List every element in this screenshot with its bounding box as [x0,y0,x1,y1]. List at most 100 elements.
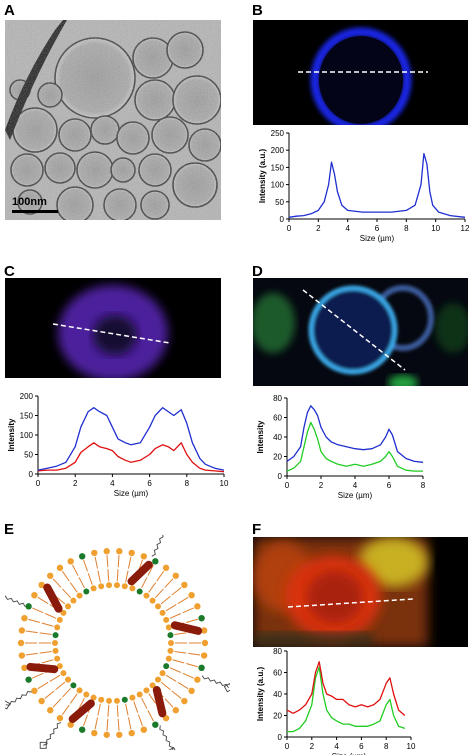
lipid-tail [117,718,120,731]
lipid-tail [169,613,182,619]
x-tick-label: 10 [431,224,440,233]
y-tick-label: 100 [20,431,34,440]
y-tick-label: 80 [273,647,282,656]
x-tick-label: 2 [316,224,321,233]
lipid-head [52,640,58,646]
x-tick-label: 8 [404,224,409,233]
lipid-head [98,583,105,590]
y-axis-label: Intensity (a.u.) [258,149,267,204]
x-tick-label: 2 [319,481,324,490]
lipid-head [31,687,38,695]
lipid-head [21,664,28,672]
lipid-tail [125,570,129,583]
lipid-head [159,670,166,677]
panel-letter-e: E [4,521,15,538]
peptide-rod [152,685,167,718]
lipid-tail [61,570,70,582]
lipid-head [90,585,97,592]
lipid-head [116,731,123,738]
fluorescence-image-c [5,278,221,378]
lipid-tail [172,659,185,664]
lipid-head [181,697,188,705]
intensity-plot-d: 0 20 40 60 80 0 2 4 6 8 Size (µm) Intensity [253,390,474,508]
lipid-tail [78,697,85,709]
lipid-head [98,696,105,703]
lipid-head [56,564,64,572]
panel-letter-b: B [252,2,263,19]
lipid-head [106,697,113,704]
lipid-head [78,553,86,560]
y-tick-label: 0 [280,215,285,224]
lipid-head [65,603,72,610]
lipid-head [172,572,179,579]
intensity-plot-b: 0 50 100 150 200 250 0 2 4 6 8 10 12 Size (µm) Intensi… [253,127,474,245]
cryo-tem-micrograph: 100nm [5,20,221,220]
series-line-blue [288,152,466,218]
panel-letter-f: F [252,521,262,538]
polymer-chain [5,595,26,607]
lipid-head [198,664,205,672]
x-tick-label: 0 [285,742,290,751]
series-line-red [286,661,406,716]
lipid-head [163,616,170,623]
lipid-tail [97,703,101,716]
lipid-head [54,655,61,662]
lipid-head [60,609,67,616]
lipid-tail [37,682,49,690]
x-tick-label: 10 [220,479,229,488]
lipid-tail [39,650,52,654]
x-tick-label: 4 [110,479,115,488]
series-line-green [287,666,406,733]
lipid-head [154,603,161,610]
x-tick-label: 10 [407,742,416,751]
lipid-tail [87,573,93,585]
lipid-head [91,729,98,737]
lipid-head [165,655,172,662]
y-tick-label: 40 [273,690,282,699]
scale-bar-label: 100nm [12,196,47,208]
lipid-tail [32,607,44,614]
lipid-head [56,663,63,670]
y-tick-label: 150 [20,412,34,421]
lipid-tail [171,690,182,699]
lipid-head [200,627,208,634]
lipid-tail [52,698,62,708]
lipid-head [181,581,188,589]
lipid-head [128,729,135,737]
x-axis-label: Size (µm) [114,489,149,498]
lipid-head [38,581,45,589]
x-tick-label: 8 [185,479,190,488]
lipid-head [17,639,25,647]
lipid-head [152,558,159,565]
lipid-head [167,632,174,639]
intensity-plot-c: 0 50 100 150 200 0 2 4 6 8 10 Size (µm) Intensity [0,388,230,506]
lipid-tail [37,596,49,604]
lipid-head [83,588,90,595]
lipid-head [140,726,148,733]
lipid-head [106,582,113,589]
y-tick-label: 0 [29,470,34,479]
lipid-head [103,548,110,555]
fluorescence-image-f [253,537,468,647]
lipid-head [128,549,135,557]
y-tick-label: 0 [278,733,283,742]
lipid-head [194,603,201,610]
fluorescence-image-b [253,20,468,125]
lipid-tail [127,556,132,569]
lipid-head [136,691,143,698]
lipid-head [188,687,195,695]
series-line-red [37,442,225,473]
lipid-head [76,687,83,694]
lipid-head [47,707,54,714]
lipid-head [121,583,128,590]
y-tick-label: 40 [273,433,282,442]
lipid-head [67,721,74,728]
x-tick-label: 6 [375,224,380,233]
y-tick-label: 250 [271,129,285,138]
lipid-tail [97,570,101,583]
x-tick-label: 4 [334,742,339,751]
series-line-blue [37,407,225,471]
lipid-tail [62,687,72,698]
lipid-head [113,697,120,704]
y-tick-label: 20 [273,453,282,462]
